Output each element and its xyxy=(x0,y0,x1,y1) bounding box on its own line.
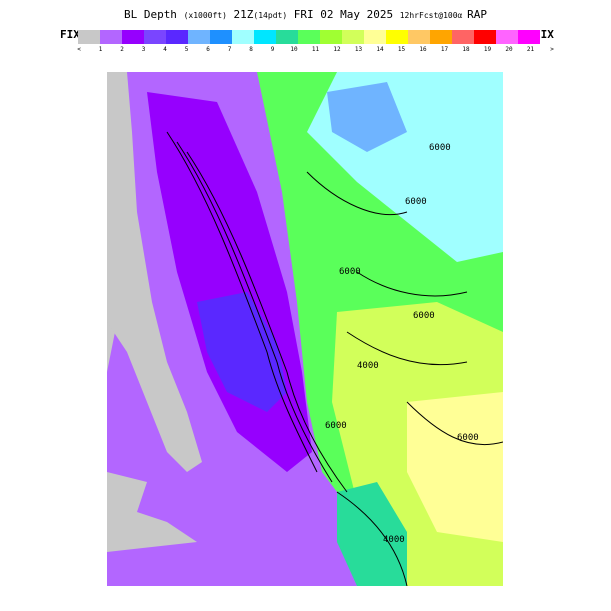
legend-swatch xyxy=(276,30,298,44)
legend-tick-label: 21 xyxy=(526,46,535,53)
legend-swatch xyxy=(254,30,276,44)
legend-swatch xyxy=(166,30,188,44)
legend-swatch xyxy=(232,30,254,44)
title-part: (x1000ft) xyxy=(183,11,227,20)
title-part: 12hrFcst@100α xyxy=(399,11,468,20)
contour-label: 6000 xyxy=(339,267,361,277)
legend-tick-label: 4 xyxy=(163,46,167,53)
contour-label: 6000 xyxy=(413,311,435,321)
legend-swatch xyxy=(364,30,386,44)
legend-tick-label: 16 xyxy=(419,46,427,53)
contour-label-group: 6000 6000 6000 6000 4000 6000 6000 4000 xyxy=(325,143,479,545)
contour-label: 4000 xyxy=(357,361,379,371)
legend-tick-label: 17 xyxy=(440,46,449,53)
region-valley-indigo xyxy=(197,292,287,412)
legend-tick-label: 6 xyxy=(206,46,210,53)
legend-swatch xyxy=(122,30,144,44)
fix-label-left: FIX xyxy=(60,28,80,41)
legend-swatch xyxy=(342,30,364,44)
region-northeast-blue xyxy=(327,82,407,152)
legend-swatch xyxy=(188,30,210,44)
legend-tick-label: 15 xyxy=(397,46,406,53)
legend-swatch xyxy=(518,30,540,44)
legend-tick-label: 12 xyxy=(333,46,341,53)
legend-tick-label: 11 xyxy=(311,46,320,53)
title-part: BL Depth xyxy=(123,8,184,21)
legend-swatch xyxy=(78,30,100,44)
legend-tick-label: 20 xyxy=(505,46,513,53)
legend-tick-label: 1 xyxy=(98,46,103,53)
legend-tick-label: 9 xyxy=(270,46,275,53)
region-south-yellow xyxy=(407,392,503,542)
color-legend-ticks: <1 2 3 4 5 6 7 8 9 10 11 12 13 14 15 16 17 18 19 20 21 > xyxy=(73,46,554,56)
legend-tick-label: 19 xyxy=(483,46,492,53)
legend-tick-label: 5 xyxy=(184,46,189,53)
contour-label: 6000 xyxy=(457,433,479,443)
contour-label: 6000 xyxy=(405,197,427,207)
title-part: RAP xyxy=(467,8,488,21)
title-part: FRI 02 May 2025 xyxy=(287,8,400,21)
ocean-coastline-gray xyxy=(107,72,202,472)
legend-tick-label: 18 xyxy=(462,46,470,53)
legend-swatch xyxy=(210,30,232,44)
legend-tick-label: 13 xyxy=(354,46,363,53)
color-legend-bar xyxy=(78,30,540,44)
legend-swatch xyxy=(144,30,166,44)
legend-swatch xyxy=(474,30,496,44)
legend-swatch xyxy=(408,30,430,44)
legend-tick-label: 14 xyxy=(376,46,384,53)
ocean-south-gray xyxy=(107,472,197,552)
legend-tick-label: < xyxy=(77,46,81,53)
title-part: (14pdt) xyxy=(253,11,288,20)
map-title: BL Depth (x1000ft) 21Z(14pdt) FRI 02 May… xyxy=(0,8,611,21)
contour-label: 6000 xyxy=(325,421,347,431)
title-part: 21Z xyxy=(226,8,254,21)
legend-tick-label: 7 xyxy=(227,46,232,53)
legend-swatch xyxy=(320,30,342,44)
legend-tick-label: 3 xyxy=(141,46,146,53)
legend-swatch xyxy=(496,30,518,44)
boundary-layer-depth-map: 6000 6000 6000 6000 4000 6000 6000 4000 xyxy=(107,72,503,586)
region-southern-teal xyxy=(337,482,407,586)
legend-tick-label: 8 xyxy=(249,46,253,53)
legend-tick-label: 2 xyxy=(120,46,124,53)
legend-swatch xyxy=(298,30,320,44)
legend-tick-label: 10 xyxy=(290,46,298,53)
legend-swatch xyxy=(430,30,452,44)
contour-label: 6000 xyxy=(429,143,451,153)
contour-label: 4000 xyxy=(383,535,405,545)
legend-swatch xyxy=(452,30,474,44)
legend-swatch xyxy=(386,30,408,44)
legend-tick-label: > xyxy=(550,46,554,53)
contour-lines xyxy=(166,131,503,586)
legend-swatch xyxy=(100,30,122,44)
